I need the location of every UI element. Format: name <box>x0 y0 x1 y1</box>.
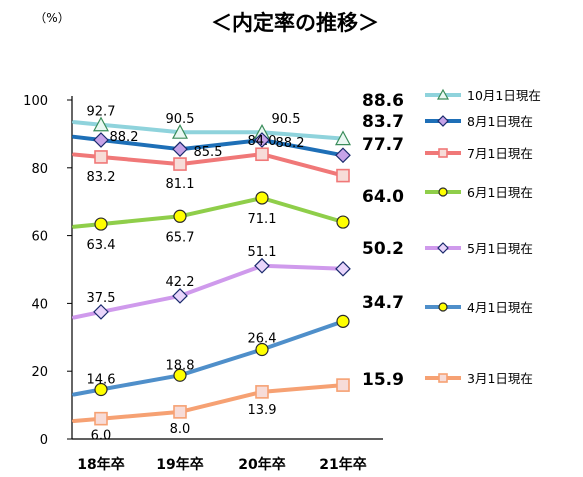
axes: 0 20 40 60 80 100 18年卒 19年卒 20年卒 21年卒 <box>23 94 383 473</box>
data-label: 83.2 <box>87 170 116 185</box>
data-point-marker <box>335 260 351 277</box>
data-point-marker <box>93 304 109 320</box>
data-labels: 92.7 90.5 90.5 88.6 88.2 85.5 88.2 83.7 83.2 81.1… <box>87 91 405 444</box>
data-point-marker <box>172 141 188 158</box>
data-label-latest: 50.2 <box>362 239 404 259</box>
data-label: 42.2 <box>166 275 195 290</box>
data-point-marker <box>335 147 351 164</box>
y-tick-label: 0 <box>40 433 48 448</box>
data-point-marker <box>94 150 108 164</box>
data-label: 85.5 <box>194 145 223 160</box>
data-label: 13.9 <box>248 403 277 418</box>
data-label: 63.4 <box>87 238 116 253</box>
data-point-marker <box>254 132 270 148</box>
data-point-marker <box>173 157 187 171</box>
data-point-marker <box>255 191 269 205</box>
data-label-latest: 77.7 <box>362 135 404 155</box>
data-point-marker <box>93 132 109 148</box>
x-tick-label: 21年卒 <box>319 456 366 473</box>
data-point-marker <box>336 215 350 229</box>
data-point-marker <box>336 378 350 392</box>
legend-label: 6月1日現在 <box>467 185 533 200</box>
data-point-marker <box>92 116 110 132</box>
legend-label: 5月1日現在 <box>467 241 533 256</box>
data-label-latest: 64.0 <box>362 187 404 207</box>
chart-title: ＜内定率の推移＞ <box>211 11 379 35</box>
series-markers <box>92 116 352 426</box>
data-label-latest: 83.7 <box>362 112 404 132</box>
y-tick-label: 80 <box>31 162 48 177</box>
data-point-marker <box>334 130 352 146</box>
legend-marker <box>438 302 448 312</box>
data-point-marker <box>94 217 108 231</box>
data-label: 6.0 <box>91 429 112 444</box>
legend-marker <box>438 187 448 197</box>
y-tick-label: 60 <box>31 230 48 245</box>
data-label: 65.7 <box>166 230 195 245</box>
data-label: 88.2 <box>110 130 139 145</box>
data-label: 88.2 <box>276 136 305 151</box>
data-label: 90.5 <box>272 112 301 127</box>
legend-marker <box>438 373 448 383</box>
x-tick-label: 20年卒 <box>238 456 285 473</box>
data-label-latest: 15.9 <box>362 370 404 390</box>
data-point-marker <box>255 342 269 357</box>
data-label: 90.5 <box>166 112 195 127</box>
data-label: 37.5 <box>87 291 116 306</box>
legend-label: 3月1日現在 <box>467 371 533 386</box>
data-point-marker <box>255 147 269 162</box>
data-label: 51.1 <box>248 245 277 260</box>
data-point-marker <box>173 368 187 382</box>
data-point-marker <box>255 385 269 399</box>
x-tick-label: 19年卒 <box>156 456 203 473</box>
data-label: 26.4 <box>248 332 277 347</box>
data-label: 81.1 <box>166 177 195 192</box>
data-point-marker <box>336 314 350 328</box>
legend-marker <box>436 88 450 100</box>
data-point-marker <box>173 209 187 223</box>
legend-marker <box>437 242 449 254</box>
y-unit-label: （%） <box>34 11 69 25</box>
data-label: 8.0 <box>170 422 191 437</box>
legend-label: 8月1日現在 <box>467 114 533 129</box>
data-label: 18.8 <box>166 358 195 373</box>
data-point-marker <box>172 288 188 304</box>
legend-marker <box>437 115 449 127</box>
y-tick-label: 20 <box>31 365 48 380</box>
data-point-marker <box>94 411 108 426</box>
data-point-marker <box>173 405 187 419</box>
series-line <box>72 196 345 229</box>
data-point-marker <box>254 257 270 274</box>
data-point-marker <box>171 123 189 139</box>
data-label: 71.1 <box>248 212 277 227</box>
series-line <box>72 383 345 423</box>
data-point-marker <box>94 382 108 397</box>
y-tick-label: 40 <box>31 297 48 312</box>
data-label: 84.0 <box>248 134 277 149</box>
legend-label: 10月1日現在 <box>467 88 541 103</box>
legend-label: 7月1日現在 <box>467 146 533 161</box>
data-label-latest: 34.7 <box>362 293 404 313</box>
legend-label: 4月1日現在 <box>467 300 533 315</box>
data-point-marker <box>336 168 350 183</box>
legend-marker <box>438 148 448 158</box>
legend: 10月1日現在 8月1日現在 7月1日現在 6月1日現在 5月1日現在 4月1日現在 3月1… <box>425 88 541 386</box>
y-tick-label: 100 <box>23 94 48 109</box>
data-label: 14.6 <box>87 373 116 388</box>
data-label-latest: 88.6 <box>362 91 404 111</box>
x-tick-label: 18年卒 <box>77 456 124 473</box>
data-label: 92.7 <box>87 105 116 120</box>
